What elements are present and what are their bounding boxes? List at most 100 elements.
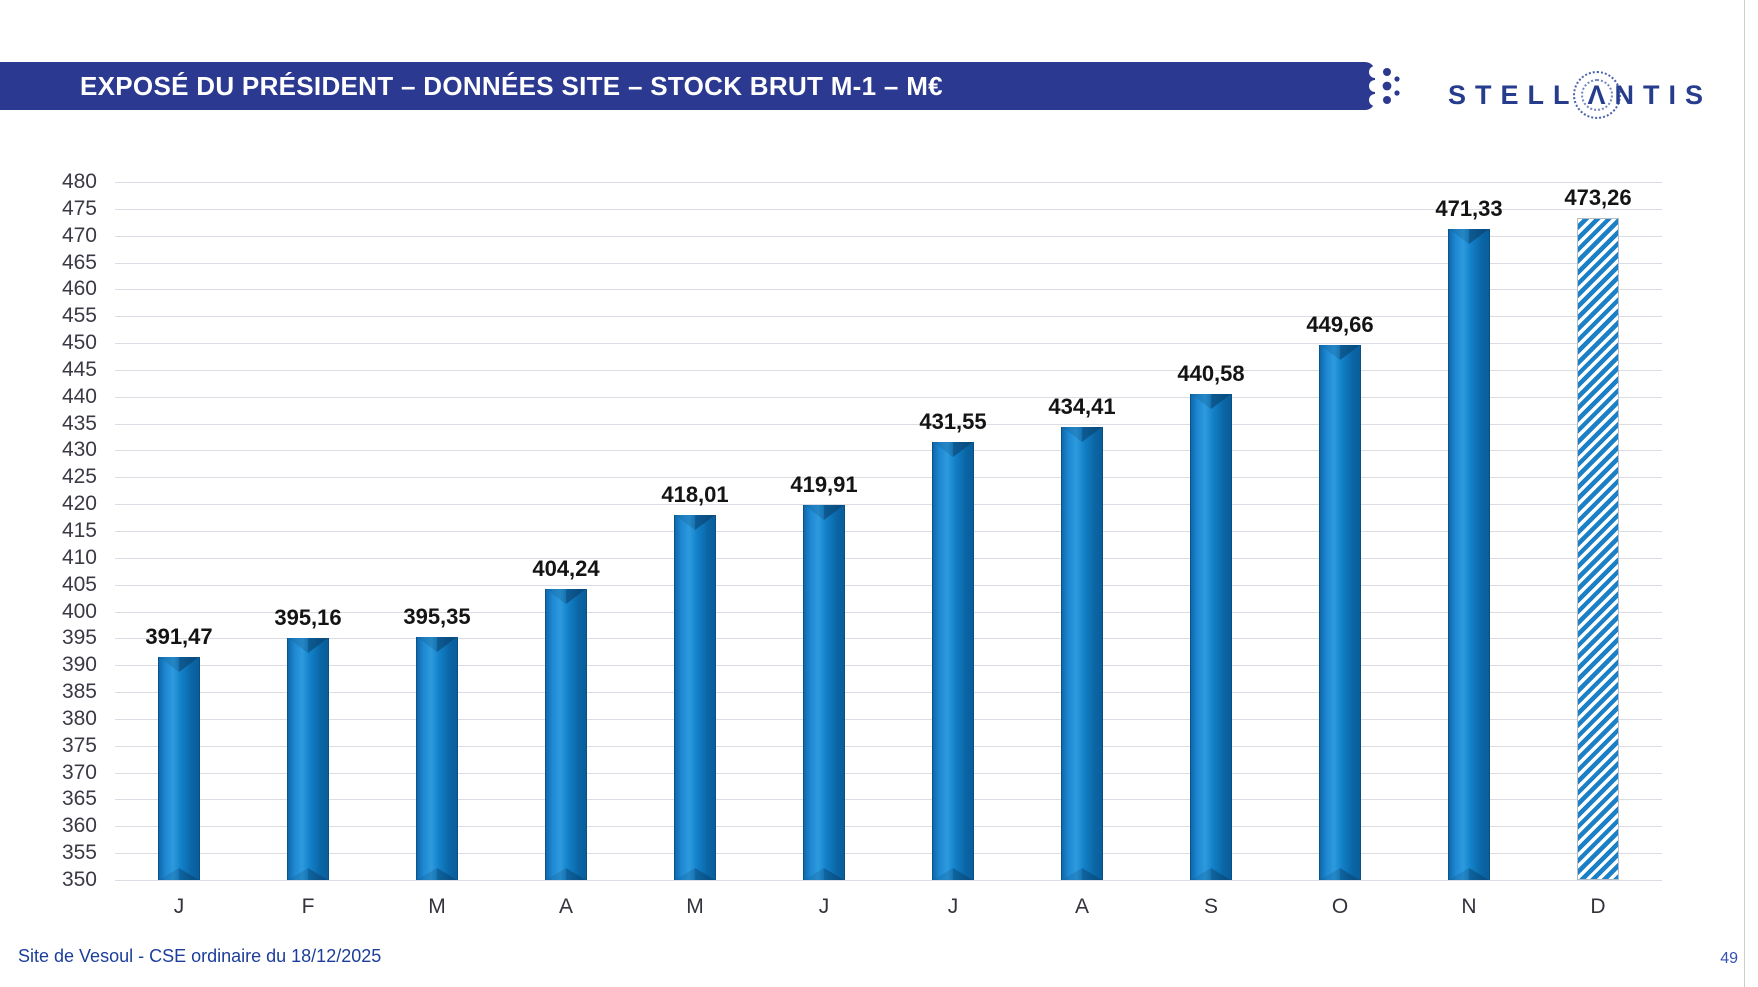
bar-value-label: 404,24	[532, 556, 600, 581]
bar-M-4	[674, 515, 716, 880]
header-perforation-icon	[1369, 66, 1400, 106]
bar-bottom-bevel	[1191, 868, 1231, 880]
y-tick-label: 390	[61, 653, 97, 676]
bar-bottom-bevel	[288, 868, 328, 880]
gridline	[115, 558, 1662, 559]
y-tick-label: 410	[61, 546, 97, 569]
bar-top-bevel	[417, 637, 457, 652]
bar-bottom-bevel	[159, 868, 199, 880]
gridline	[115, 289, 1662, 290]
y-tick-label: 405	[61, 573, 97, 596]
gridline	[115, 397, 1662, 398]
y-tick-label: 455	[61, 304, 97, 327]
bar-value-label: 418,01	[661, 482, 729, 507]
bar-top-bevel	[1449, 229, 1489, 244]
footer-caption: Site de Vesoul - CSE ordinaire du 18/12/…	[18, 946, 382, 966]
bar-forecast-D-11	[1577, 218, 1619, 880]
x-tick-label: D	[1590, 895, 1606, 918]
y-tick-label: 375	[61, 734, 97, 757]
gridline	[115, 531, 1662, 532]
bar-top-bevel	[675, 515, 715, 530]
gridline	[115, 638, 1662, 639]
x-tick-label: J	[947, 895, 959, 918]
bar-value-label: 419,91	[790, 472, 858, 497]
x-tick-label: S	[1203, 895, 1218, 918]
logo-chevron: Λ	[1572, 71, 1621, 119]
bar-J-5	[803, 505, 845, 880]
bar-F-1	[287, 638, 329, 880]
y-tick-label: 400	[61, 600, 97, 623]
y-tick-label: 350	[61, 868, 97, 891]
bar-top-bevel	[159, 657, 199, 672]
gridline	[115, 182, 1662, 183]
gridline	[115, 504, 1662, 505]
bar-value-label: 395,16	[274, 605, 342, 630]
y-tick-label: 460	[61, 277, 97, 300]
bar-J-6	[932, 442, 974, 880]
gridline	[115, 799, 1662, 800]
header-bar: EXPOSÉ DU PRÉSIDENT – DONNÉES SITE – STO…	[0, 62, 1375, 110]
y-tick-label: 385	[61, 680, 97, 703]
y-tick-label: 440	[61, 385, 97, 408]
y-tick-label: 425	[61, 465, 97, 488]
x-tick-label: A	[1074, 895, 1089, 918]
page-title: EXPOSÉ DU PRÉSIDENT – DONNÉES SITE – STO…	[80, 71, 943, 101]
bar-S-8	[1190, 394, 1232, 880]
bar-bottom-bevel	[1062, 868, 1102, 880]
bar-top-bevel	[1320, 345, 1360, 360]
gridline	[115, 450, 1662, 451]
gridline	[115, 853, 1662, 854]
gridline	[115, 746, 1662, 747]
x-tick-label: M	[428, 895, 446, 918]
bar-value-label: 434,41	[1048, 394, 1116, 419]
y-tick-label: 370	[61, 761, 97, 784]
x-tick-label: J	[818, 895, 830, 918]
logo-chevron-glyph: Λ	[1587, 79, 1606, 110]
y-tick-label: 420	[61, 492, 97, 515]
y-tick-label: 450	[61, 331, 97, 354]
bar-value-label: 395,35	[403, 604, 471, 629]
stellantis-logo: STELL Λ NTIS	[1448, 71, 1713, 119]
x-tick-label: N	[1461, 895, 1477, 918]
gridline	[115, 316, 1662, 317]
bar-bottom-bevel	[933, 868, 973, 880]
bar-value-label: 471,33	[1435, 196, 1503, 221]
gridline	[115, 773, 1662, 774]
y-tick-label: 465	[61, 251, 97, 274]
bar-value-label: 473,26	[1564, 185, 1632, 210]
bar-value-label: 431,55	[919, 409, 987, 434]
bar-bottom-bevel	[804, 868, 844, 880]
gridline	[115, 424, 1662, 425]
x-tick-label: F	[301, 895, 315, 918]
gridline	[115, 236, 1662, 237]
y-tick-label: 380	[61, 707, 97, 730]
bar-top-bevel	[804, 505, 844, 520]
bar-value-label: 391,47	[145, 624, 213, 649]
bar-O-9	[1319, 345, 1361, 880]
y-tick-label: 355	[61, 841, 97, 864]
bar-N-10	[1448, 229, 1490, 880]
gridline	[115, 880, 1662, 881]
gridline	[115, 692, 1662, 693]
y-tick-label: 430	[61, 438, 97, 461]
bar-value-label: 449,66	[1306, 312, 1374, 337]
gridline	[115, 263, 1662, 264]
x-tick-label: A	[558, 895, 573, 918]
bar-bottom-bevel	[1320, 868, 1360, 880]
bar-bottom-bevel	[675, 868, 715, 880]
logo-text-right: NTIS	[1614, 79, 1713, 110]
bar-top-bevel	[933, 442, 973, 457]
bar-M-2	[416, 637, 458, 880]
bar-top-bevel	[1191, 394, 1231, 409]
y-tick-label: 395	[61, 626, 97, 649]
y-tick-label: 365	[61, 787, 97, 810]
logo-text-left: STELL	[1448, 79, 1579, 110]
gridline	[115, 665, 1662, 666]
page-number: 49	[1720, 950, 1738, 967]
y-tick-label: 415	[61, 519, 97, 542]
y-tick-label: 475	[61, 197, 97, 220]
slide-edge-line	[1744, 0, 1745, 987]
gridline	[115, 209, 1662, 210]
gridline	[115, 612, 1662, 613]
